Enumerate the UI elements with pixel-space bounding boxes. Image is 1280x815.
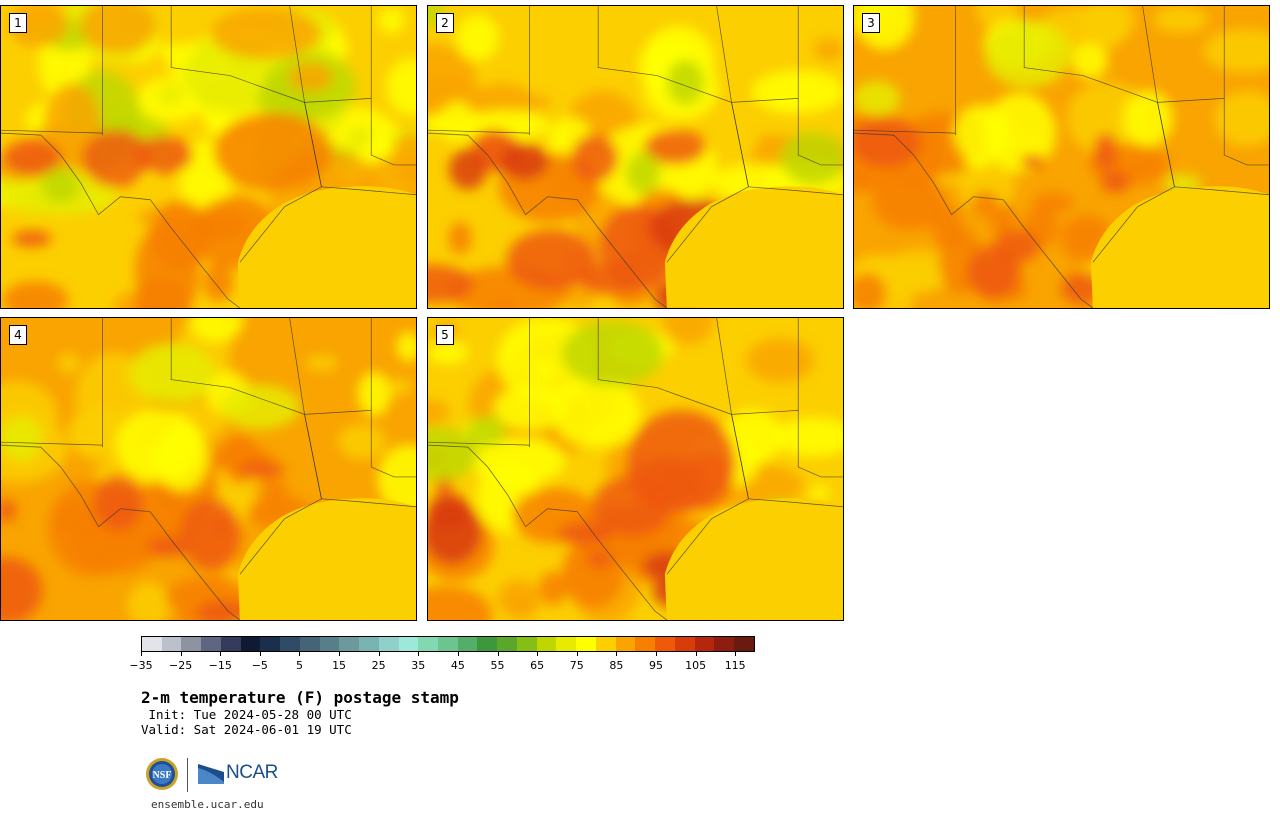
colorbar-swatch — [457, 637, 478, 651]
map-panel-4: 4 — [0, 317, 417, 621]
colorbar-tick — [259, 652, 261, 656]
colorbar-tick-label: 65 — [530, 659, 545, 672]
valid-time: Valid: Sat 2024-06-01 19 UTC — [141, 722, 352, 737]
colorbar-ticks: −35 −25 −15 −5 5 15 25 35 45 55 65 75 85 95 105 115 — [129, 652, 755, 672]
colorbar-tick — [497, 652, 499, 656]
colorbar-tick-label: −25 — [169, 659, 193, 672]
colorbar-tick-label: 85 — [609, 659, 624, 672]
colorbar-tick-label: 115 — [724, 659, 746, 672]
colorbar-swatch — [714, 637, 735, 651]
colorbar-tick-label: 25 — [371, 659, 386, 672]
colorbar-tick — [418, 652, 420, 656]
temperature-field — [1, 318, 416, 620]
colorbar-swatch — [280, 637, 300, 651]
colorbar-swatch — [299, 637, 320, 651]
colorbar-tick — [299, 652, 301, 656]
footer-url: ensemble.ucar.edu — [151, 798, 264, 811]
colorbar-swatch — [260, 637, 281, 651]
colorbar-tick — [378, 652, 380, 656]
colorbar-tick-label: 55 — [490, 659, 505, 672]
colorbar-swatch — [497, 637, 517, 651]
colorbar-tick-label: −5 — [251, 659, 268, 672]
ncar-logo: NCAR — [198, 761, 278, 785]
colorbar-tick — [695, 652, 697, 656]
panel-number-badge: 2 — [436, 13, 454, 33]
gulf-water — [664, 186, 843, 308]
colorbar-tick — [537, 652, 539, 656]
map-panel-1: 1 — [0, 5, 417, 309]
colorbar-swatch — [615, 637, 636, 651]
map-panel-2: 2 — [427, 5, 844, 309]
colorbar-tick — [220, 652, 222, 656]
nsf-logo-text: NSF — [153, 770, 172, 781]
colorbar-swatch — [556, 637, 577, 651]
colorbar-swatch — [655, 637, 675, 651]
colorbar-swatch — [477, 637, 498, 651]
colorbar-tick — [457, 652, 459, 656]
colorbar-tick-label: 35 — [411, 659, 426, 672]
colorbar-swatch — [635, 637, 656, 651]
colorbar-tick — [180, 652, 182, 656]
colorbar-tick — [339, 652, 341, 656]
colorbar-tick — [735, 652, 737, 656]
figure-title: 2-m temperature (F) postage stamp — [141, 688, 459, 707]
colorbar-tick — [576, 652, 578, 656]
gulf-water — [664, 498, 843, 620]
colorbar-tick-label: 95 — [648, 659, 663, 672]
colorbar-swatch — [142, 637, 162, 651]
colorbar-swatch — [201, 637, 221, 651]
colorbar-swatch — [378, 637, 399, 651]
panel-number-badge: 3 — [862, 13, 880, 33]
colorbar-swatch — [398, 637, 419, 651]
colorbar-swatch — [674, 637, 695, 651]
panel-number-badge: 5 — [436, 325, 454, 345]
colorbar-swatch — [694, 637, 715, 651]
colorbar-swatch — [734, 637, 754, 651]
gulf-water — [1090, 186, 1269, 308]
temperature-field — [428, 318, 843, 620]
colorbar-swatch — [161, 637, 182, 651]
map-panel-3: 3 — [853, 5, 1270, 309]
colorbar-tick — [616, 652, 618, 656]
temperature-field — [428, 6, 843, 308]
logo-divider — [187, 758, 188, 792]
colorbar-swatch — [418, 637, 439, 651]
panel-number-badge: 4 — [9, 325, 27, 345]
colorbar-swatch — [220, 637, 241, 651]
colorbar-tick — [141, 652, 142, 656]
map-panel-5: 5 — [427, 317, 844, 621]
colorbar-swatch — [595, 637, 616, 651]
gulf-water — [237, 186, 416, 308]
temperature-field — [1, 6, 416, 308]
colorbar-tick-label: −15 — [208, 659, 232, 672]
colorbar-swatch — [339, 637, 360, 651]
colorbar-tick-label: −35 — [129, 659, 153, 672]
colorbar-tick-label: 105 — [685, 659, 707, 672]
colorbar-tick-label: 15 — [332, 659, 347, 672]
colorbar-swatch — [438, 637, 458, 651]
nsf-logo: NSF — [145, 757, 179, 791]
colorbar-swatch — [576, 637, 596, 651]
colorbar-tick — [655, 652, 657, 656]
colorbar-swatch — [181, 637, 202, 651]
colorbar-tick-label: 5 — [295, 659, 303, 672]
colorbar-swatch — [359, 637, 379, 651]
ncar-logo-text: NCAR — [226, 762, 278, 783]
gulf-water — [237, 498, 416, 620]
colorbar-swatch — [516, 637, 537, 651]
colorbar-swatch — [319, 637, 340, 651]
temperature-colorbar — [141, 636, 755, 652]
init-time: Init: Tue 2024-05-28 00 UTC — [141, 707, 352, 722]
colorbar-tick-label: 45 — [450, 659, 465, 672]
temperature-field — [854, 6, 1269, 308]
colorbar-tick-label: 75 — [569, 659, 584, 672]
colorbar-swatch — [536, 637, 557, 651]
panel-number-badge: 1 — [9, 13, 27, 33]
colorbar-swatch — [240, 637, 261, 651]
